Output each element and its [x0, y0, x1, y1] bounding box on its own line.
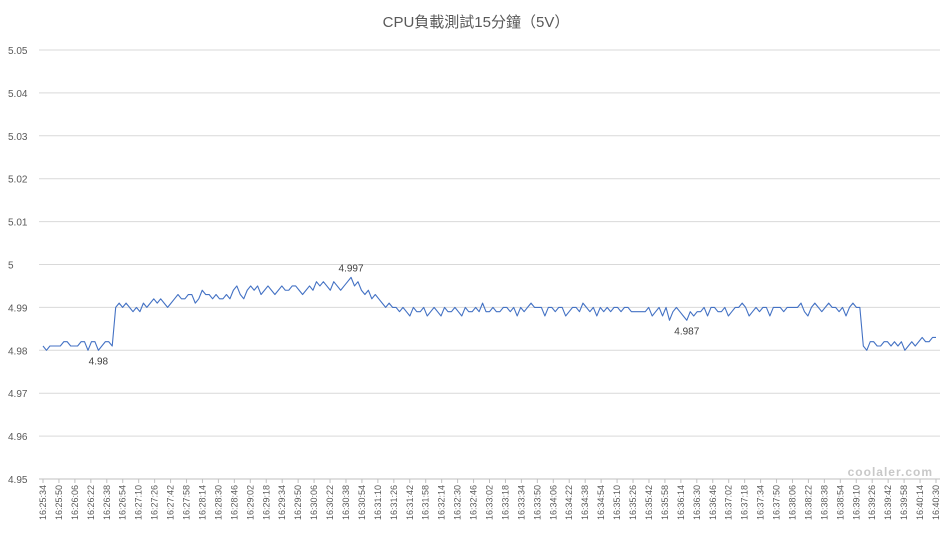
- x-axis-ticks: 16:25:34 16:25:50 16:26:06 16:26:22 16:26:38…: [38, 479, 941, 520]
- x-tick-label: 16:37:50: [772, 485, 782, 520]
- x-tick-label: 16:39:10: [851, 485, 861, 520]
- x-tick-label: 16:27:42: [166, 485, 176, 520]
- x-tick-label: 16:36:46: [708, 485, 718, 520]
- watermark-text: coolaler.com: [848, 465, 933, 479]
- x-tick-label: 16:26:06: [70, 485, 80, 520]
- x-tick-label: 16:30:06: [309, 485, 319, 520]
- data-label: 4.987: [674, 326, 699, 337]
- y-tick-label: 4.97: [8, 389, 28, 400]
- x-tick-label: 16:27:58: [182, 485, 192, 520]
- x-tick-label: 16:33:18: [500, 485, 510, 520]
- x-tick-label: 16:33:02: [485, 485, 495, 520]
- x-tick-label: 16:34:22: [564, 485, 574, 520]
- x-tick-label: 16:30:22: [325, 485, 335, 520]
- x-tick-label: 16:35:42: [644, 485, 654, 520]
- watermark: coolaler.com: [848, 465, 933, 479]
- x-tick-label: 16:25:50: [54, 485, 64, 520]
- x-tick-label: 16:32:46: [469, 485, 479, 520]
- x-tick-label: 16:37:02: [724, 485, 734, 520]
- x-tick-label: 16:32:14: [437, 485, 447, 520]
- x-tick-label: 16:35:10: [612, 485, 622, 520]
- y-tick-label: 4.99: [8, 303, 28, 314]
- x-tick-label: 16:31:26: [389, 485, 399, 520]
- x-tick-label: 16:40:14: [915, 485, 925, 520]
- data-label: 4.98: [89, 356, 109, 367]
- x-tick-label: 16:28:46: [229, 485, 239, 520]
- x-tick-label: 16:34:54: [596, 485, 606, 520]
- gridlines: [39, 49, 940, 480]
- x-tick-label: 16:30:38: [341, 485, 351, 520]
- x-tick-label: 16:38:38: [819, 485, 829, 520]
- x-tick-label: 16:37:34: [756, 485, 766, 520]
- x-tick-label: 16:39:42: [883, 485, 893, 520]
- x-tick-label: 16:39:26: [867, 485, 877, 520]
- y-axis-ticks: 4.95 4.96 4.97 4.98 4.99 5 5.01 5.02 5.03 5.04 5.0…: [8, 46, 28, 486]
- x-tick-label: 16:38:06: [788, 485, 798, 520]
- y-tick-label: 5.04: [8, 89, 28, 100]
- x-tick-label: 16:27:10: [134, 485, 144, 520]
- y-tick-label: 5: [8, 261, 14, 272]
- x-tick-label: 16:25:34: [38, 485, 48, 520]
- y-tick-label: 5.03: [8, 132, 28, 143]
- y-tick-label: 5.02: [8, 175, 28, 186]
- y-tick-label: 5.05: [8, 46, 28, 57]
- x-tick-label: 16:26:54: [118, 485, 128, 520]
- y-tick-label: 4.95: [8, 475, 28, 486]
- y-tick-label: 5.01: [8, 218, 28, 229]
- x-tick-label: 16:37:18: [740, 485, 750, 520]
- y-tick-label: 4.96: [8, 432, 28, 443]
- x-tick-label: 16:36:14: [676, 485, 686, 520]
- x-tick-label: 16:28:14: [198, 485, 208, 520]
- x-tick-label: 16:30:54: [357, 485, 367, 520]
- x-tick-label: 16:31:58: [421, 485, 431, 520]
- x-tick-label: 16:27:26: [150, 485, 160, 520]
- x-tick-label: 16:29:50: [293, 485, 303, 520]
- series-layer: [42, 276, 936, 351]
- x-tick-label: 16:31:42: [405, 485, 415, 520]
- x-tick-label: 16:35:58: [660, 485, 670, 520]
- x-tick-label: 16:38:54: [835, 485, 845, 520]
- x-tick-label: 16:39:58: [899, 485, 909, 520]
- y-tick-label: 4.98: [8, 346, 28, 357]
- chart-title: CPU負載測試15分鐘（5V）: [383, 14, 570, 31]
- x-tick-label: 16:29:18: [261, 485, 271, 520]
- x-tick-label: 16:29:34: [277, 485, 287, 520]
- x-tick-label: 16:28:30: [213, 485, 223, 520]
- series-line: [42, 276, 936, 351]
- x-tick-label: 16:31:10: [373, 485, 383, 520]
- x-tick-label: 16:35:26: [628, 485, 638, 520]
- x-tick-label: 16:40:30: [931, 485, 941, 520]
- x-tick-label: 16:29:02: [245, 485, 255, 520]
- x-tick-label: 16:26:22: [86, 485, 96, 520]
- x-tick-label: 16:38:22: [803, 485, 813, 520]
- data-label: 4.997: [339, 263, 364, 274]
- x-tick-label: 16:34:06: [548, 485, 558, 520]
- x-tick-label: 16:36:30: [692, 485, 702, 520]
- x-tick-label: 16:33:34: [516, 485, 526, 520]
- x-tick-label: 16:34:38: [580, 485, 590, 520]
- x-tick-label: 16:32:30: [453, 485, 463, 520]
- x-tick-label: 16:33:50: [532, 485, 542, 520]
- x-tick-label: 16:26:38: [102, 485, 112, 520]
